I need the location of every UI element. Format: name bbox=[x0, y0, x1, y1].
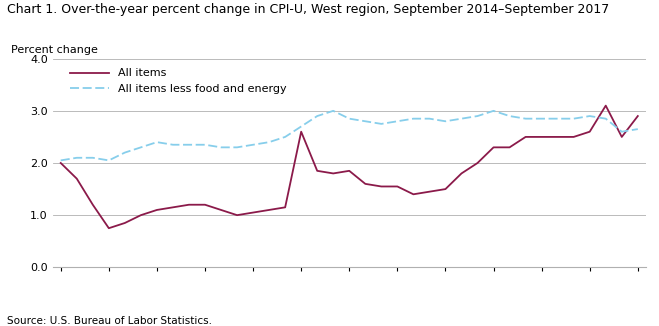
Legend: All items, All items less food and energy: All items, All items less food and energ… bbox=[70, 68, 287, 94]
Text: Percent change: Percent change bbox=[11, 45, 98, 54]
Text: Source: U.S. Bureau of Labor Statistics.: Source: U.S. Bureau of Labor Statistics. bbox=[7, 316, 212, 326]
Text: Chart 1. Over-the-year percent change in CPI-U, West region, September 2014–Sept: Chart 1. Over-the-year percent change in… bbox=[7, 3, 609, 16]
